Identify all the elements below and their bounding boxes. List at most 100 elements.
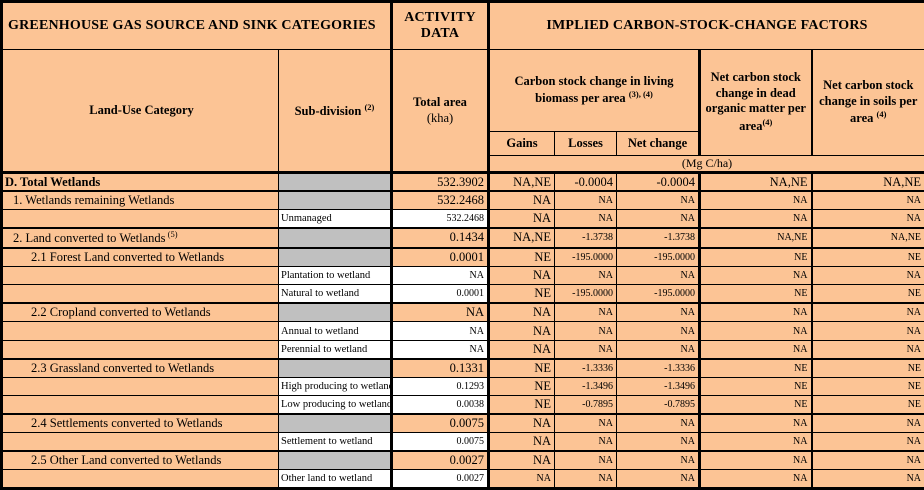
header-soils: Net carbon stock change in soils per are…	[810, 49, 924, 156]
soils-cell: NA	[810, 413, 924, 434]
land-use-label-cell: 2.5 Other Land converted to Wetlands	[1, 450, 279, 471]
land-use-label-cell	[1, 209, 279, 229]
losses-cell: NA	[554, 321, 617, 341]
dead-organic-matter-cell: NA	[698, 469, 812, 489]
sub-division-cell: Plantation to wetland	[278, 265, 392, 286]
sub-division-cell: High producing to wetland	[278, 376, 392, 397]
sub-division-cell	[278, 190, 392, 211]
units-cell: (Mg C/ha)	[486, 155, 924, 173]
net-change-cell: NA	[616, 432, 700, 452]
sub-division-cell	[278, 246, 392, 267]
total-area-cell: 532.3902	[390, 171, 489, 192]
table-row: Perennial to wetland NA NA NA NA NA NA	[1, 339, 924, 360]
total-area-cell: 0.1293	[390, 376, 489, 397]
table-row: Settlement to wetland 0.0075 NA NA NA NA NA	[1, 432, 924, 452]
gains-cell: NA	[487, 321, 555, 341]
soils-cell: NE	[810, 357, 924, 378]
sub-division-footnote: (2)	[364, 101, 375, 112]
header-activity-data: ACTIVITY DATA	[390, 1, 489, 50]
land-use-label: 1. Wetlands remaining Wetlands	[13, 193, 175, 208]
table-row: 2. Land converted to Wetlands (5) 0.1434 N…	[1, 227, 924, 249]
net-change-cell: NA	[616, 321, 700, 341]
header-dead-organic-matter: Net carbon stock change in dead organic …	[698, 49, 812, 156]
land-use-label-cell: 2. Land converted to Wetlands (5)	[1, 227, 279, 249]
dead-organic-matter-cell: NA	[698, 432, 812, 452]
losses-cell: NA	[554, 432, 617, 452]
total-area-cell: 0.1434	[390, 227, 489, 249]
gains-cell: NA	[487, 265, 555, 286]
total-area-cell: 0.0001	[390, 246, 489, 267]
total-area-cell: NA	[390, 321, 489, 341]
header-living-biomass: Carbon stock change in living biomass pe…	[487, 49, 700, 132]
sub-division-cell	[278, 302, 392, 323]
gains-cell: NA	[487, 469, 555, 489]
gains-cell: NA	[487, 413, 555, 434]
net-change-cell: NA	[616, 265, 700, 286]
land-use-label-cell	[1, 376, 279, 397]
table-body: D. Total Wetlands 532.3902 NA,NE -0.0004 -0.…	[1, 171, 924, 489]
losses-cell: NA	[554, 209, 617, 229]
losses-cell: -1.3336	[554, 357, 617, 378]
dead-organic-matter-cell: NA	[698, 265, 812, 286]
soils-cell: NA	[810, 432, 924, 452]
total-area-cell: 0.0027	[390, 450, 489, 471]
net-change-cell: -195.0000	[616, 284, 700, 304]
table-row: Other land to wetland 0.0027 NA NA NA NA NA	[1, 469, 924, 489]
losses-cell: NA	[554, 302, 617, 323]
dead-organic-matter-cell: NA,NE	[698, 227, 812, 249]
dead-organic-matter-cell: NA	[698, 413, 812, 434]
header-gains: Gains	[487, 131, 555, 156]
sub-division-cell	[278, 450, 392, 471]
sub-division-cell	[278, 413, 392, 434]
soils-cell: NA	[810, 469, 924, 489]
land-use-label-cell	[1, 432, 279, 452]
table-row: Low producing to wetland 0.0038 NE -0.7895-…	[1, 395, 924, 415]
total-area-cell: 0.0075	[390, 413, 489, 434]
header-land-use-category: Land-Use Category	[1, 49, 279, 173]
land-use-label: D. Total Wetlands	[5, 174, 101, 189]
land-use-label-cell: 2.3 Grassland converted to Wetlands	[1, 357, 279, 378]
losses-cell: -195.0000	[554, 284, 617, 304]
net-change-cell: -0.0004	[616, 171, 700, 192]
table-row: Plantation to wetland NA NA NA NA NA NA	[1, 265, 924, 286]
net-change-cell: -1.3738	[616, 227, 700, 249]
total-area-cell: NA	[390, 339, 489, 360]
sub-division-cell: Annual to wetland	[278, 321, 392, 341]
land-use-label-cell: 1. Wetlands remaining Wetlands	[1, 190, 279, 211]
net-change-cell: NA	[616, 450, 700, 471]
land-use-label-cell	[1, 395, 279, 415]
land-use-label: 2.1 Forest Land converted to Wetlands	[31, 249, 225, 264]
gains-cell: NA,NE	[487, 171, 555, 192]
total-area-cell: 0.0001	[390, 284, 489, 304]
header-total-area: Total area (kha)	[390, 49, 489, 173]
soils-cell: NE	[810, 246, 924, 267]
sub-division-cell	[278, 171, 392, 192]
total-area-unit: (kha)	[426, 110, 454, 125]
dead-organic-matter-cell: NA	[698, 190, 812, 211]
table-row: 2.1 Forest Land converted to Wetlands 0.0…	[1, 246, 924, 267]
soils-cell: NA,NE	[810, 227, 924, 249]
gains-cell: NA	[487, 339, 555, 360]
gains-cell: NE	[487, 395, 555, 415]
sub-division-cell	[278, 357, 392, 378]
total-area-label: Total area	[413, 94, 467, 109]
table-row: 1. Wetlands remaining Wetlands 532.2468 NA…	[1, 190, 924, 211]
column-header-row: Land-Use Category Sub-division (2) Total…	[1, 49, 924, 173]
net-change-cell: NA	[616, 469, 700, 489]
losses-cell: NA	[554, 339, 617, 360]
dead-organic-matter-cell: NA,NE	[698, 171, 812, 192]
dead-organic-matter-cell: NE	[698, 246, 812, 267]
header-net-change: Net change	[616, 131, 700, 156]
soils-label: Net carbon stock change in soils per are…	[819, 77, 918, 126]
losses-cell: -0.0004	[554, 171, 617, 192]
table-row: High producing to wetland 0.1293 NE -1.3496…	[1, 376, 924, 397]
table-row: 2.5 Other Land converted to Wetlands 0.00…	[1, 450, 924, 471]
biomass-subheader-row: Gains Losses Net change	[2, 131, 924, 156]
total-area-cell: 0.0038	[390, 395, 489, 415]
total-area-cell: NA	[390, 302, 489, 323]
table-row: Natural to wetland 0.0001 NE -195.0000 -195.…	[1, 284, 924, 304]
net-change-cell: NA	[616, 190, 700, 211]
gains-cell: NE	[487, 284, 555, 304]
